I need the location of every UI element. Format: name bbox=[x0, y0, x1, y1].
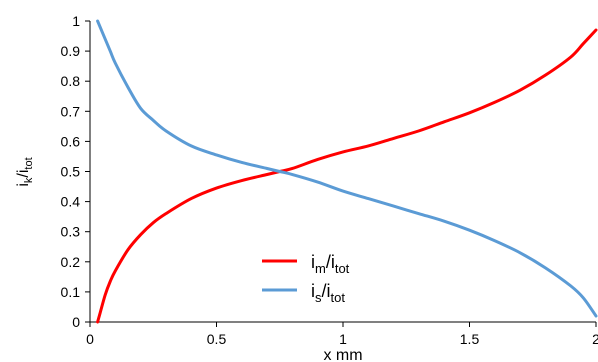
legend-im-sub: m bbox=[315, 261, 326, 276]
y-tick-label: 0.3 bbox=[61, 224, 81, 240]
legend-is-main: i bbox=[311, 281, 315, 301]
y-tick-label: 0.6 bbox=[61, 133, 81, 149]
svg-text:im/itot: im/itot bbox=[311, 252, 350, 276]
y-tick-label: 0 bbox=[72, 314, 80, 330]
legend-im-main: i bbox=[311, 252, 315, 272]
y-tick-label: 0.1 bbox=[61, 284, 81, 300]
x-tick-label: 1 bbox=[339, 331, 347, 347]
legend-item-is: is/itot bbox=[262, 281, 345, 305]
x-axis-title: x mm bbox=[323, 347, 362, 362]
series-line-is bbox=[96, 19, 598, 318]
y-axis: 0 0.1 0.2 0.3 0.4 0.5 0.6 0.7 0.8 0.9 1 bbox=[61, 13, 91, 330]
y-axis-title-sub: k bbox=[23, 177, 35, 183]
y-tick-label: 0.4 bbox=[61, 194, 81, 210]
y-tick-label: 0.8 bbox=[61, 73, 81, 89]
legend-im-sep: /i bbox=[326, 252, 335, 272]
x-tick-label: 0.5 bbox=[207, 331, 227, 347]
y-axis-title-sep: /i bbox=[15, 170, 32, 178]
legend-item-im: im/itot bbox=[262, 252, 350, 276]
y-tick-label: 0.9 bbox=[61, 43, 81, 59]
y-axis-title-main: i bbox=[15, 183, 32, 187]
svg-text:is/itot: is/itot bbox=[311, 281, 345, 305]
y-axis-title-sub2: tot bbox=[23, 157, 35, 169]
x-axis: 0 0.5 1 1.5 2 bbox=[86, 321, 598, 347]
y-tick-label: 1 bbox=[72, 13, 80, 29]
y-tick-label: 0.7 bbox=[61, 103, 81, 119]
legend-is-sep: /i bbox=[322, 281, 331, 301]
x-ticks: 0 0.5 1 1.5 2 bbox=[86, 322, 598, 347]
legend-is-sub2: tot bbox=[331, 290, 346, 305]
y-tick-label: 0.5 bbox=[61, 164, 81, 180]
legend: im/itot is/itot bbox=[262, 252, 350, 305]
legend-is-sub: s bbox=[315, 290, 322, 305]
y-axis-title: ik/itot bbox=[15, 157, 35, 186]
x-tick-label: 2 bbox=[592, 331, 598, 347]
x-tick-label: 0 bbox=[86, 331, 94, 347]
y-ticks: 0 0.1 0.2 0.3 0.4 0.5 0.6 0.7 0.8 0.9 1 bbox=[61, 13, 90, 330]
y-tick-label: 0.2 bbox=[61, 254, 81, 270]
series-line-im bbox=[96, 28, 598, 324]
x-tick-label: 1.5 bbox=[460, 331, 480, 347]
legend-im-sub2: tot bbox=[335, 261, 350, 276]
plot-lines bbox=[96, 19, 598, 324]
